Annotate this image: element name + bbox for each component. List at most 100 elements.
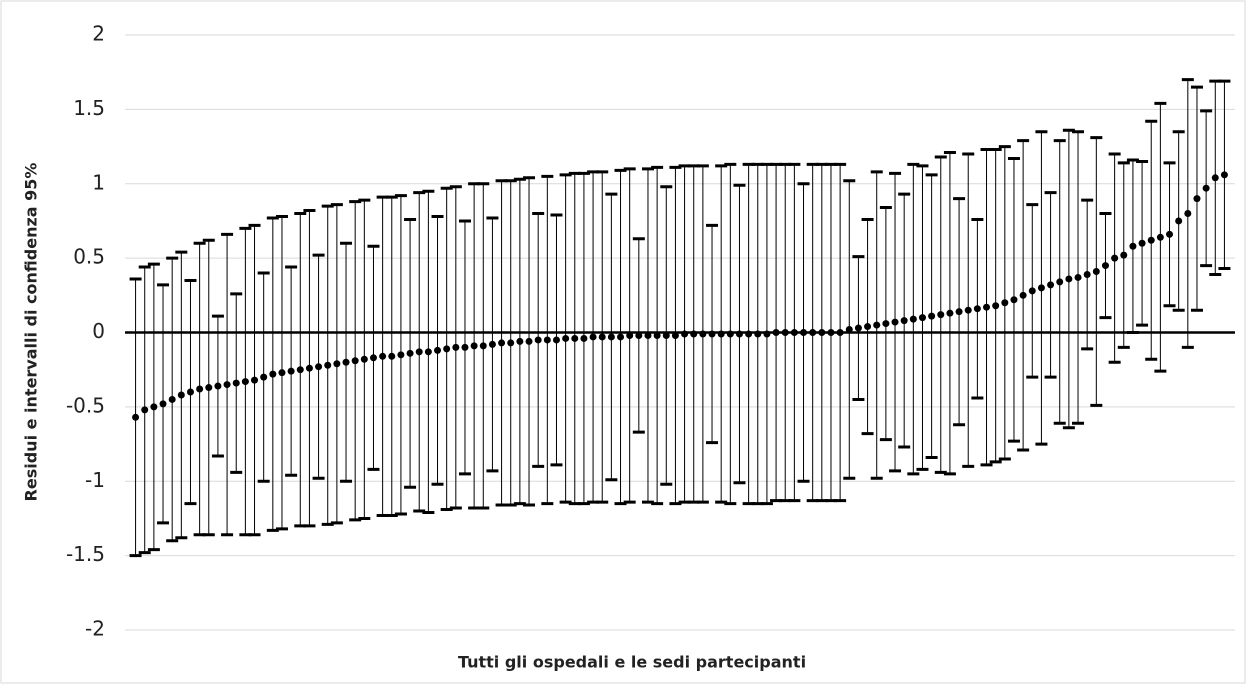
error-cap — [843, 179, 856, 480]
residual-point — [772, 329, 780, 336]
error-cap — [541, 174, 554, 506]
error-cap — [1072, 130, 1085, 425]
residual-point — [1156, 233, 1164, 241]
error-cap — [303, 209, 316, 528]
residual-point — [992, 302, 1000, 310]
error-cap — [477, 182, 490, 510]
error-cap — [1026, 203, 1039, 379]
error-cap — [147, 262, 160, 552]
residual-point — [928, 312, 936, 320]
residual-point — [1037, 284, 1045, 292]
residual-point — [159, 400, 167, 408]
residual-point — [671, 331, 679, 339]
residual-point — [397, 351, 405, 359]
error-cap — [1099, 212, 1112, 320]
residual-point — [1211, 174, 1219, 182]
residual-point — [717, 330, 725, 338]
residual-point — [461, 343, 469, 351]
error-cap — [458, 219, 471, 476]
error-cap — [1035, 130, 1048, 446]
residual-point — [333, 360, 341, 368]
error-cap — [422, 189, 435, 514]
residual-point — [918, 314, 926, 322]
residual-point — [1220, 171, 1228, 179]
residual-point — [543, 336, 551, 344]
error-cap — [596, 170, 609, 504]
residual-point — [223, 381, 231, 389]
error-cap — [852, 255, 865, 401]
residual-point — [342, 358, 350, 366]
residual-point — [534, 336, 542, 344]
error-cap — [404, 217, 417, 489]
error-cap — [861, 217, 874, 436]
residual-point — [1010, 296, 1018, 304]
residual-point — [964, 306, 972, 314]
error-cap — [449, 185, 462, 510]
error-cap — [925, 173, 938, 459]
error-cap — [733, 183, 746, 485]
error-cap — [916, 164, 929, 471]
residual-point — [269, 370, 277, 378]
residual-point — [369, 354, 377, 362]
residual-point — [937, 311, 945, 319]
error-cap — [632, 237, 645, 434]
residual-point — [900, 317, 908, 325]
residual-point — [891, 318, 899, 326]
residual-point — [854, 324, 862, 332]
error-cap — [1044, 191, 1057, 379]
error-cap — [879, 206, 892, 442]
residual-point — [1019, 291, 1027, 299]
error-cap — [1190, 85, 1203, 312]
y-axis-title: Residui e intervalli di confidenza 95% — [22, 163, 41, 502]
error-cap — [696, 164, 709, 504]
y-tick-label: 0 — [92, 319, 105, 343]
residual-point — [260, 373, 268, 381]
residual-point — [177, 391, 185, 399]
y-tick-label: 2 — [92, 22, 105, 46]
error-cap — [706, 223, 719, 445]
y-tick-label: -1.5 — [66, 542, 105, 566]
error-cap — [138, 265, 151, 555]
residual-point — [1092, 268, 1100, 276]
error-cap — [257, 271, 270, 483]
residual-point — [864, 323, 872, 331]
error-cap — [312, 253, 325, 480]
error-cap — [889, 171, 902, 473]
y-tick-label: -0.5 — [66, 393, 105, 417]
error-cap — [175, 250, 188, 540]
error-cap — [1218, 79, 1231, 271]
residual-point — [434, 346, 442, 354]
residual-point — [388, 352, 396, 360]
error-cap — [1117, 161, 1130, 349]
residual-point — [360, 355, 368, 363]
residual-point — [763, 330, 771, 338]
residual-point — [1101, 262, 1109, 270]
residual-point — [1166, 230, 1174, 238]
residual-point — [1184, 210, 1192, 217]
residual-point — [406, 349, 414, 357]
error-cap — [431, 214, 444, 486]
error-cap — [1090, 136, 1103, 407]
error-cap — [157, 283, 170, 525]
residual-point — [479, 342, 487, 350]
residual-point — [507, 339, 515, 347]
error-cap — [724, 162, 737, 506]
residual-point — [726, 330, 734, 338]
error-cap — [367, 244, 380, 471]
error-cap — [394, 194, 407, 516]
residual-point — [516, 337, 524, 345]
residual-point — [809, 329, 817, 336]
residual-point — [1138, 239, 1146, 247]
residual-point — [305, 364, 313, 372]
error-cap — [1154, 101, 1167, 373]
residual-point — [836, 329, 844, 336]
residual-point — [415, 348, 423, 356]
error-cap — [1081, 198, 1094, 351]
residual-point — [296, 366, 304, 374]
error-cap — [1007, 156, 1020, 443]
residual-point — [168, 395, 176, 403]
error-cap — [202, 238, 215, 537]
error-cap — [550, 213, 563, 467]
error-cap — [358, 198, 371, 520]
residual-point — [424, 348, 432, 356]
